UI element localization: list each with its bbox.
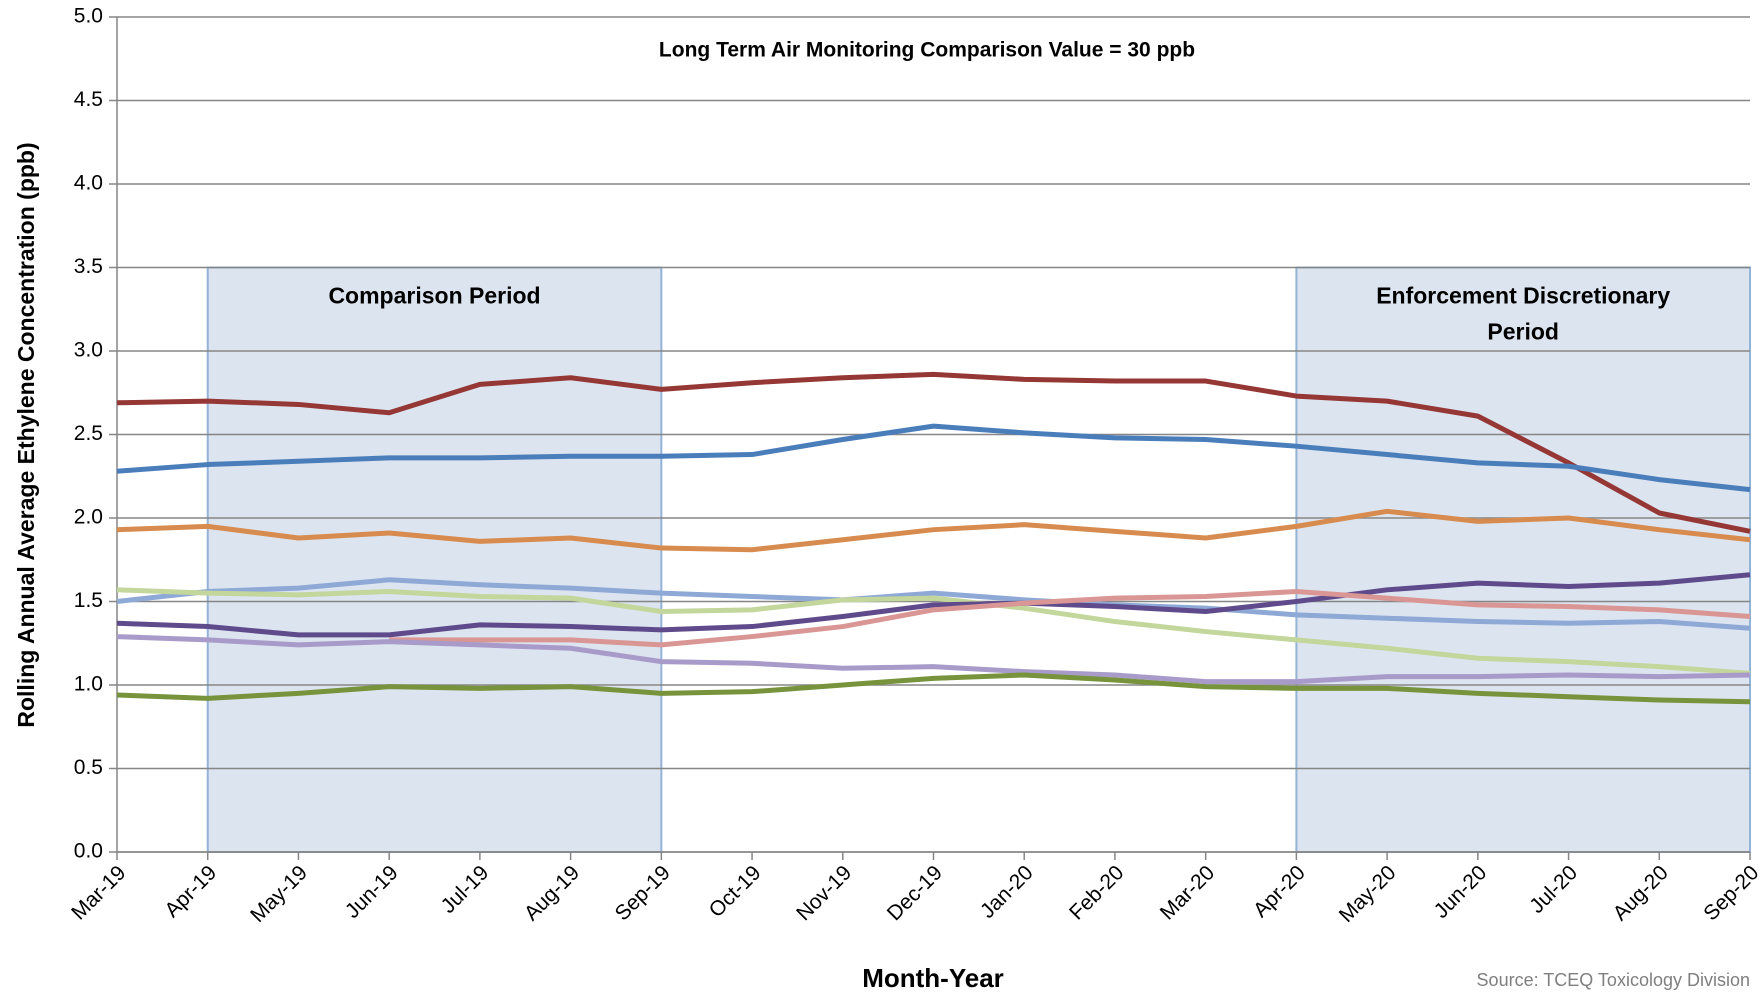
series-line <box>116 572 1751 638</box>
x-tick-label: Aug-20 <box>1609 861 1673 925</box>
source: Source: TCEQ Toxicology Division <box>1477 970 1750 990</box>
period-label: Period <box>1487 319 1559 345</box>
y-tick-label: 3.5 <box>74 255 103 278</box>
x-tick-label: May-19 <box>246 861 312 927</box>
x-tick-label: Apr-19 <box>160 861 221 922</box>
x-tick-label: Aug-19 <box>520 861 584 925</box>
y-tick-label: 0.5 <box>74 756 103 779</box>
series-line <box>116 508 1751 553</box>
x-tick-label: Jul-19 <box>437 861 494 918</box>
series-line <box>389 588 1751 648</box>
y-tick-label: 0.0 <box>74 840 103 863</box>
x-axis-title: Month-Year <box>862 963 1004 993</box>
x-tick-label: May-20 <box>1335 861 1401 927</box>
background <box>117 16 1752 853</box>
x-tick-label: Sep-19 <box>611 861 675 925</box>
x-tick-label: Jun-20 <box>1430 861 1492 923</box>
x-tick-label: Oct-19 <box>705 861 766 922</box>
x-tick-label: Nov-19 <box>792 861 856 925</box>
x-tick-label: Jan-20 <box>976 861 1038 923</box>
series-line <box>116 371 1751 534</box>
x-tick-label: Mar-20 <box>1156 861 1219 924</box>
series-line <box>116 634 1751 685</box>
y-tick-label: 5.0 <box>74 5 103 28</box>
x-tick-label: Jun-19 <box>341 861 403 923</box>
period-label: Enforcement Discretionary <box>1376 283 1670 309</box>
x-tick-label: Dec-19 <box>883 861 947 925</box>
y-axis-title: Rolling Annual Average Ethylene Concentr… <box>13 142 39 727</box>
x-tick-label: Mar-19 <box>67 861 130 924</box>
y-tick-label: 4.0 <box>74 172 103 195</box>
x-tick-label: Feb-20 <box>1065 861 1128 924</box>
series-line <box>116 423 1751 493</box>
x-tick-label: Apr-20 <box>1249 861 1310 922</box>
y-tick-label: 1.0 <box>74 673 103 696</box>
annotation: Long Term Air Monitoring Comparison Valu… <box>659 39 1195 62</box>
series-line <box>116 587 1751 676</box>
series-line <box>116 672 1751 705</box>
x-tick-label: Sep-20 <box>1699 861 1763 925</box>
y-tick-label: 1.5 <box>74 589 103 612</box>
series-line <box>116 577 1751 631</box>
period-region <box>206 266 663 853</box>
y-tick-label: 2.5 <box>74 422 103 445</box>
period-region <box>1295 266 1752 853</box>
y-tick-label: 3.0 <box>74 339 103 362</box>
y-tick-label: 4.5 <box>74 88 103 111</box>
y-tick-label: 2.0 <box>74 506 103 529</box>
x-tick-label: Jul-20 <box>1525 861 1582 918</box>
period-label: Comparison Period <box>328 283 540 309</box>
